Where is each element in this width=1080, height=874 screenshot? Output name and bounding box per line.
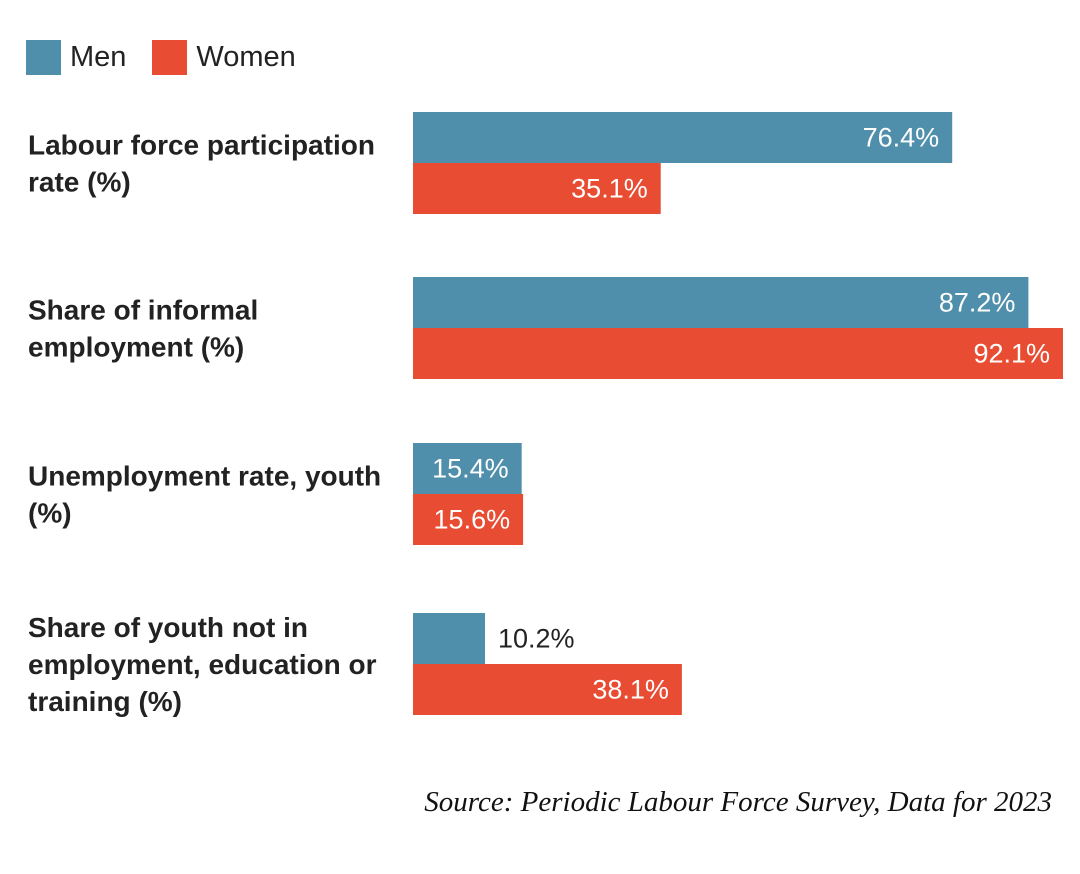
bar-men	[413, 443, 522, 494]
legend-item-women: Women	[152, 40, 296, 75]
category-label-line: Share of informal	[28, 295, 258, 326]
category-label-line: training (%)	[28, 686, 182, 717]
category-label-line: Share of youth not in	[28, 612, 308, 643]
value-label-women: 92.1%	[973, 339, 1050, 369]
bar-men	[413, 613, 485, 664]
category-label-line: (%)	[28, 498, 72, 529]
category-label-line: Unemployment rate, youth	[28, 461, 381, 492]
value-label-men: 87.2%	[939, 288, 1016, 318]
value-label-men: 10.2%	[498, 624, 575, 654]
value-label-women: 38.1%	[592, 675, 669, 705]
category-label-line: Labour force participation	[28, 130, 375, 161]
category-label-line: rate (%)	[28, 167, 131, 198]
source-note: Source: Periodic Labour Force Survey, Da…	[424, 786, 1052, 818]
category-label-line: employment (%)	[28, 332, 244, 363]
value-label-men: 76.4%	[863, 123, 940, 153]
bar-men	[413, 277, 1029, 328]
legend-label-women: Women	[196, 41, 296, 73]
bar-men	[413, 112, 953, 163]
bar-women	[413, 664, 682, 715]
value-label-men: 15.4%	[432, 454, 509, 484]
bar-women	[413, 163, 661, 214]
legend-swatch-men	[26, 40, 61, 75]
legend-label-men: Men	[70, 41, 127, 73]
value-label-women: 15.6%	[434, 505, 511, 535]
category-label-line: employment, education or	[28, 649, 377, 680]
bar-women	[413, 494, 524, 545]
legend: Men Women	[26, 40, 322, 75]
value-label-women: 35.1%	[571, 174, 648, 204]
legend-swatch-women	[152, 40, 188, 75]
bar-women	[413, 328, 1063, 379]
legend-item-men: Men	[26, 40, 126, 75]
